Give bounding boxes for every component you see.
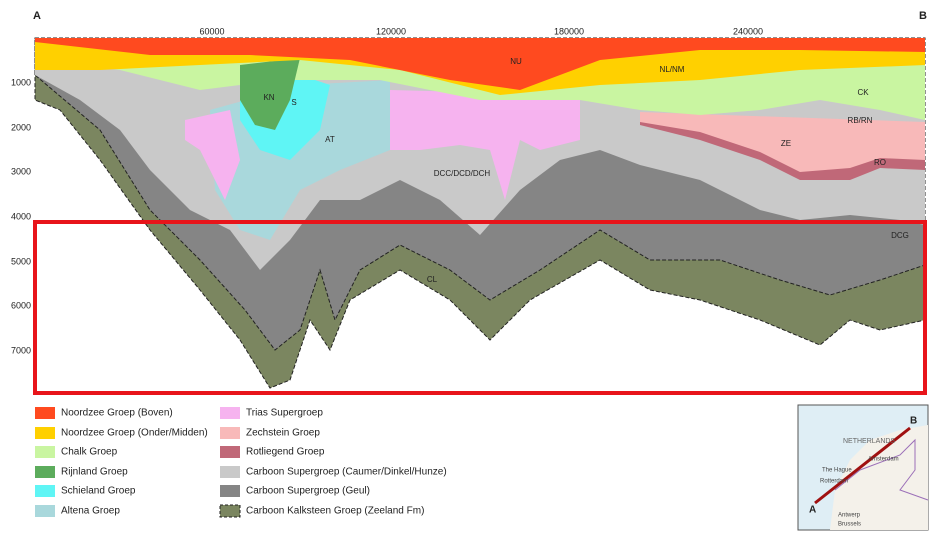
legend-label: Schieland Groep — [61, 486, 136, 497]
x-tick-label: 60000 — [199, 26, 224, 36]
legend-label: Altena Groep — [61, 506, 120, 517]
layer-zechstein — [640, 112, 925, 172]
legend-swatch — [35, 427, 55, 439]
y-tick-label: 1000 — [11, 77, 31, 87]
legend-label: Rijnland Groep — [61, 467, 128, 478]
layers — [34, 37, 926, 389]
corner-a: A — [33, 10, 41, 22]
layer-label: CK — [857, 88, 869, 97]
x-tick-label: 120000 — [376, 26, 406, 36]
layer-noordzee-boven — [35, 38, 925, 90]
map-label: Amsterdam — [868, 457, 899, 463]
layer-trias — [390, 90, 580, 200]
legend-label: Carboon Kalksteen Groep (Zeeland Fm) — [246, 506, 424, 517]
layer-rijnland — [240, 58, 300, 130]
layer-label: ZE — [781, 139, 791, 148]
y-tick-label: 5000 — [11, 256, 31, 266]
layer-trias — [185, 110, 240, 200]
map-label: The Hague — [822, 468, 852, 474]
map-label: NETHERLANDS — [843, 438, 895, 445]
map-label: Antwerp — [838, 513, 861, 519]
legend-swatch — [35, 446, 55, 458]
map-label: Rotterdam — [820, 479, 848, 485]
map-label: A — [809, 505, 816, 516]
location-map: A B NETHERLANDS Amsterdam The Hague Rott… — [797, 404, 929, 531]
y-tick-label: 4000 — [11, 211, 31, 221]
layer-label: NU — [510, 57, 522, 66]
map-label: B — [910, 416, 917, 427]
map-border — [834, 438, 929, 501]
legend-swatch — [35, 505, 55, 517]
layer-label: RO — [874, 158, 886, 167]
section-line — [814, 426, 911, 505]
x-tick-label: 240000 — [733, 26, 763, 36]
x-tick-label: 180000 — [554, 26, 584, 36]
corner-b: B — [919, 10, 927, 22]
legend-swatch — [219, 504, 241, 518]
layer-label: KN — [263, 93, 274, 102]
layer-label: NL/NM — [660, 65, 685, 74]
legend-swatch — [220, 485, 240, 497]
legend-label: Zechstein Groep — [246, 428, 320, 439]
layer-label: CL — [427, 275, 438, 284]
legend-label: Noordzee Groep (Onder/Midden) — [61, 428, 208, 439]
y-tick-label: 2000 — [11, 122, 31, 132]
y-tick-label: 7000 — [11, 345, 31, 355]
legend-label: Rotliegend Groep — [246, 447, 325, 458]
legend-swatch — [35, 466, 55, 478]
legend-label: Chalk Groep — [61, 447, 118, 458]
legend-label: Carboon Supergroep (Geul) — [246, 486, 370, 497]
legend-swatch — [220, 427, 240, 439]
legend-label: Noordzee Groep (Boven) — [61, 408, 173, 419]
legend-swatch — [35, 407, 55, 419]
legend-swatch — [220, 407, 240, 419]
map-label: Brussels — [838, 522, 861, 528]
y-tick-label: 6000 — [11, 300, 31, 310]
legend-swatch — [35, 485, 55, 497]
legend-label: Carboon Supergroep (Caumer/Dinkel/Hunze) — [246, 467, 447, 478]
legend-label: Trias Supergroep — [246, 408, 323, 419]
highlight-box — [33, 220, 927, 395]
layer-label: DCC/DCD/DCH — [434, 169, 491, 178]
layer-label: RB/RN — [848, 116, 873, 125]
legend-swatch — [220, 446, 240, 458]
layer-label: S — [291, 98, 296, 107]
layer-label: DCG — [891, 231, 909, 240]
legend: Noordzee Groep (Boven) Noordzee Groep (O… — [35, 407, 447, 518]
legend-swatch — [220, 466, 240, 478]
layer-label: AT — [325, 135, 335, 144]
y-tick-label: 3000 — [11, 166, 31, 176]
